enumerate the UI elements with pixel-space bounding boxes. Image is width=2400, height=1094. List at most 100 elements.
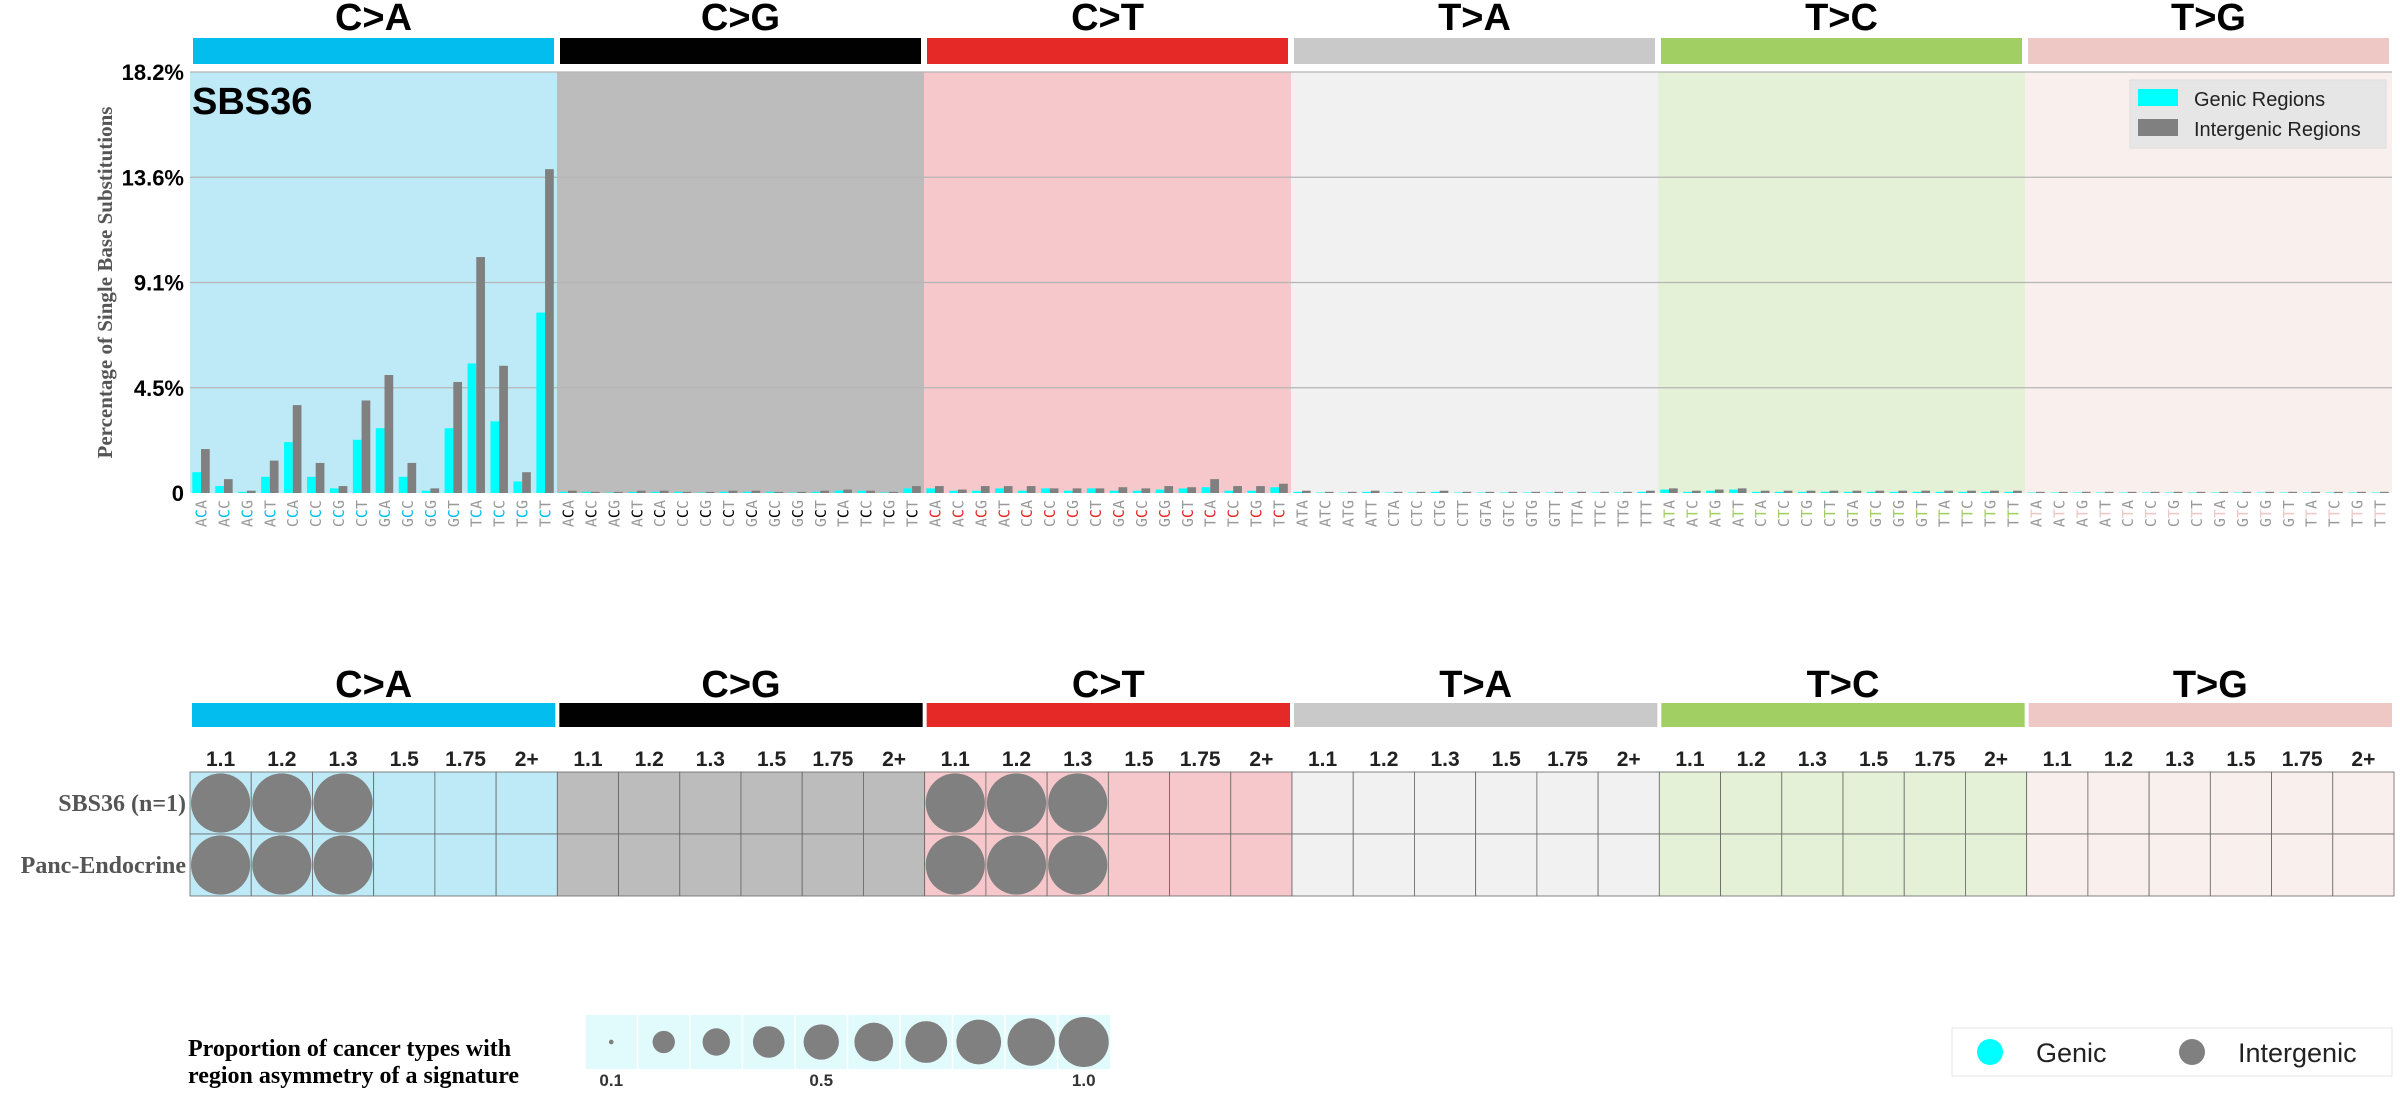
context-base: C — [261, 509, 279, 518]
bar-genic — [1958, 491, 1968, 493]
threshold-label: 1.3 — [1430, 748, 1459, 771]
context-base: T — [2372, 500, 2390, 509]
bar-genic — [444, 428, 454, 493]
context-base: C — [376, 509, 394, 518]
context-base: C — [766, 509, 784, 518]
context-base: A — [192, 518, 210, 527]
heatmap-cell — [1781, 771, 1844, 835]
x-context-label: GCT — [812, 500, 830, 527]
x-context-label: GTA — [2211, 500, 2229, 527]
x-context-label: TCC — [1225, 500, 1243, 527]
heatmap-cell — [434, 833, 497, 897]
context-base: C — [330, 518, 348, 527]
bar-genic — [582, 491, 591, 493]
bar-genic — [1086, 488, 1096, 493]
x-context-label: CTG — [2165, 500, 2183, 527]
x-context-label: ATC — [1316, 500, 1334, 527]
context-base: C — [1179, 509, 1197, 518]
context-base: T — [858, 518, 876, 527]
context-base: A — [559, 500, 577, 509]
bar-intergenic — [590, 491, 600, 493]
context-base: T — [2050, 509, 2068, 518]
context-base: C — [1752, 518, 1770, 527]
context-base: A — [1385, 500, 1403, 509]
context-base: A — [2073, 518, 2091, 527]
context-base: T — [1729, 509, 1747, 518]
asymmetry-circle — [986, 835, 1047, 895]
context-base: G — [1431, 500, 1449, 509]
x-context-label: ACT — [628, 500, 646, 527]
bar-intergenic — [1072, 488, 1082, 493]
threshold-label: 1.1 — [941, 748, 971, 771]
x-context-label: CTA — [1752, 500, 1770, 527]
threshold-label: 1.3 — [1798, 748, 1827, 771]
x-context-label: CCC — [1041, 500, 1059, 527]
bar-genic — [1820, 491, 1830, 493]
context-base: T — [2349, 509, 2367, 518]
x-context-label: CTT — [1454, 500, 1472, 527]
context-base: G — [1477, 518, 1495, 527]
context-base: A — [2303, 500, 2321, 509]
context-base: T — [1339, 509, 1357, 518]
x-context-label: GCA — [376, 500, 394, 527]
bar-intergenic — [797, 491, 807, 493]
x-context-label: CTT — [2188, 500, 2206, 527]
bar-genic — [352, 439, 362, 493]
bar-intergenic — [705, 491, 715, 493]
bar-intergenic — [545, 169, 554, 493]
x-context-label: CCT — [353, 500, 371, 527]
context-base: A — [1660, 500, 1678, 509]
context-base: C — [1133, 500, 1151, 509]
bar-genic — [1660, 489, 1670, 493]
heatmap-cell — [740, 833, 803, 897]
heatmap-cell — [1107, 833, 1170, 897]
bar-intergenic — [384, 375, 394, 493]
x-context-label: TTT — [2372, 500, 2390, 527]
type-bar-T>G — [2028, 703, 2392, 727]
x-context-label: ACC — [949, 500, 967, 527]
context-base: G — [789, 518, 807, 527]
x-context-label: ACG — [972, 500, 990, 527]
mutation-type-header: T>G — [2173, 664, 2248, 706]
threshold-label: 1.5 — [2226, 748, 2256, 771]
heatmap-cell — [1842, 771, 1905, 835]
context-base: C — [1959, 500, 1977, 509]
mutation-type-header: T>C — [1805, 0, 1878, 39]
bar-intergenic — [2334, 491, 2343, 493]
bar-intergenic — [2127, 491, 2137, 493]
heatmap-cell — [373, 771, 436, 835]
bar-intergenic — [1875, 490, 1885, 493]
context-base: T — [1752, 509, 1770, 518]
bar-intergenic — [751, 490, 761, 493]
x-context-label: ATT — [1362, 500, 1380, 527]
bar-genic — [1270, 487, 1280, 493]
x-context-label: GTC — [1500, 500, 1518, 527]
context-base: C — [949, 509, 967, 518]
context-base: G — [1523, 500, 1541, 509]
context-base: G — [1844, 518, 1862, 527]
context-base: G — [1500, 518, 1518, 527]
context-base: G — [2073, 500, 2091, 509]
bar-genic — [261, 476, 270, 493]
context-base: A — [1293, 518, 1311, 527]
context-base: T — [904, 500, 922, 509]
x-context-label: ATA — [1293, 500, 1311, 527]
context-base: G — [2349, 500, 2367, 509]
context-base: C — [1385, 518, 1403, 527]
bar-intergenic — [1439, 490, 1449, 493]
context-base: A — [2096, 518, 2114, 527]
context-base: T — [904, 518, 922, 527]
bar-genic — [215, 486, 224, 493]
context-base: T — [1775, 509, 1793, 518]
bar-genic — [490, 421, 500, 493]
x-context-label: TCA — [1202, 500, 1220, 527]
proportion-circle — [803, 1024, 839, 1060]
x-context-label: ACC — [582, 500, 600, 527]
context-base: G — [1867, 518, 1885, 527]
type-bar-T>A — [1294, 703, 1658, 727]
context-base: C — [1225, 509, 1243, 518]
x-context-label: CCA — [284, 500, 302, 527]
context-base: G — [789, 500, 807, 509]
heatmap-cell — [801, 833, 864, 897]
context-base: C — [949, 500, 967, 509]
